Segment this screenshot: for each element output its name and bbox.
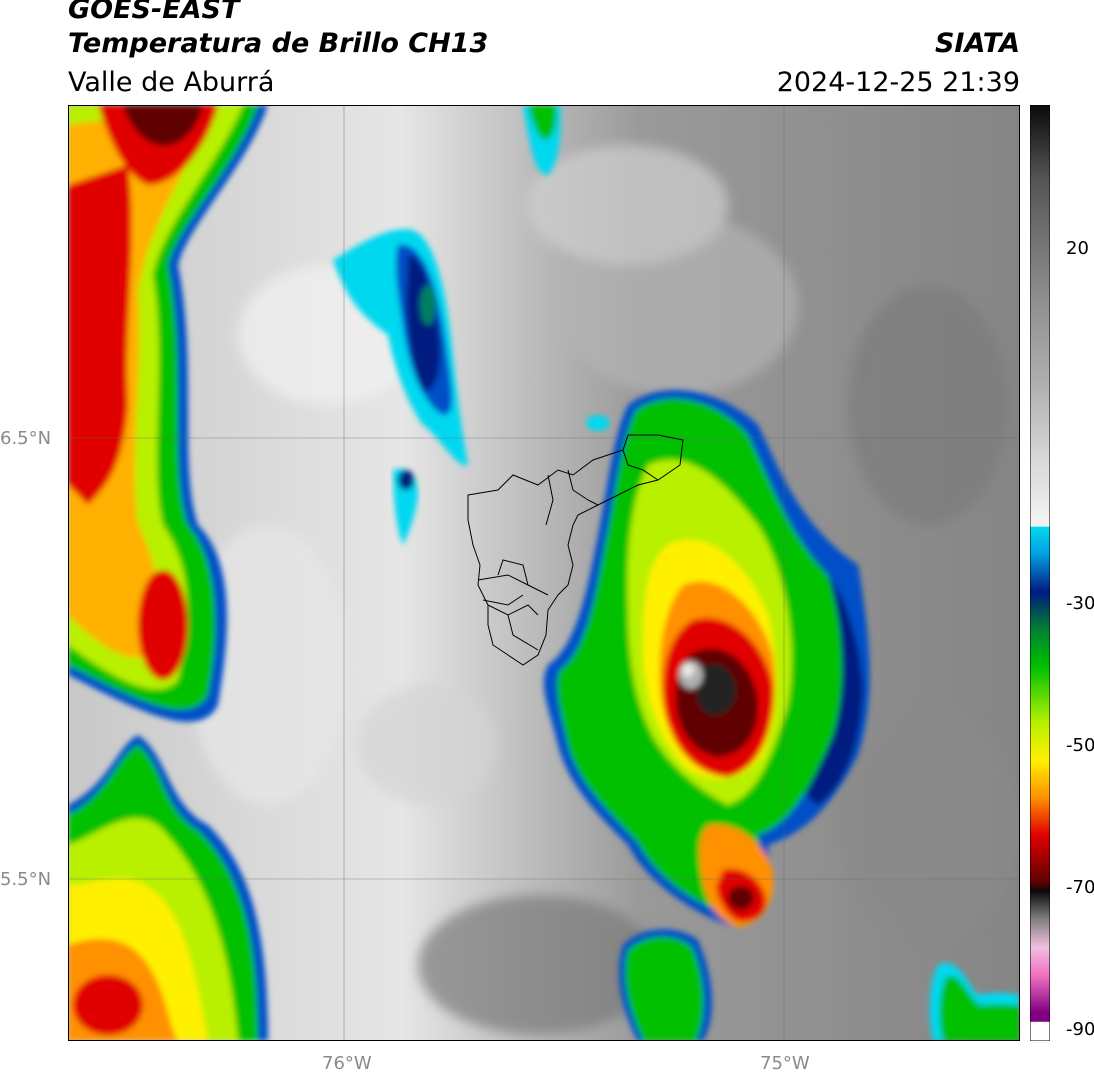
main-storm (543, 390, 870, 927)
left-storm-band (68, 105, 268, 722)
lon-label-76: 76°W (322, 1053, 372, 1074)
colorbar-tick-minus70: -70 (1066, 877, 1094, 898)
lon-label-75: 75°W (760, 1053, 810, 1074)
top-center-cloud (523, 105, 561, 175)
colorbar (1030, 105, 1050, 1041)
product-title: Temperatura de Brillo CH13 (68, 28, 489, 59)
bottom-left-storm (68, 735, 268, 1041)
colorbar-tick-20: 20 (1066, 238, 1089, 259)
lat-label-6-5: 6.5°N (0, 428, 52, 449)
graticule (68, 105, 1020, 1041)
small-cell (393, 468, 418, 545)
north-cell (333, 229, 468, 466)
region-label: Valle de Aburrá (68, 67, 275, 98)
cyan-fleck (586, 415, 610, 431)
datetime-label: 2024-12-25 21:39 (776, 67, 1020, 98)
bottom-center-storm (618, 929, 713, 1041)
municipality-boundaries (467, 434, 684, 666)
colorbar-tick-minus90: -90 (1066, 1019, 1094, 1040)
brightness-temperature-map (68, 105, 1020, 1041)
colorbar-tick-minus30: -30 (1066, 593, 1094, 614)
satellite-title: GOES-EAST (68, 0, 240, 25)
agency-label: SIATA (934, 28, 1020, 59)
bottom-right-storm (929, 962, 1020, 1041)
lat-label-5-5: 5.5°N (0, 869, 52, 890)
cloud-texture (188, 145, 1018, 1035)
colorbar-tick-minus50: -50 (1066, 735, 1094, 756)
